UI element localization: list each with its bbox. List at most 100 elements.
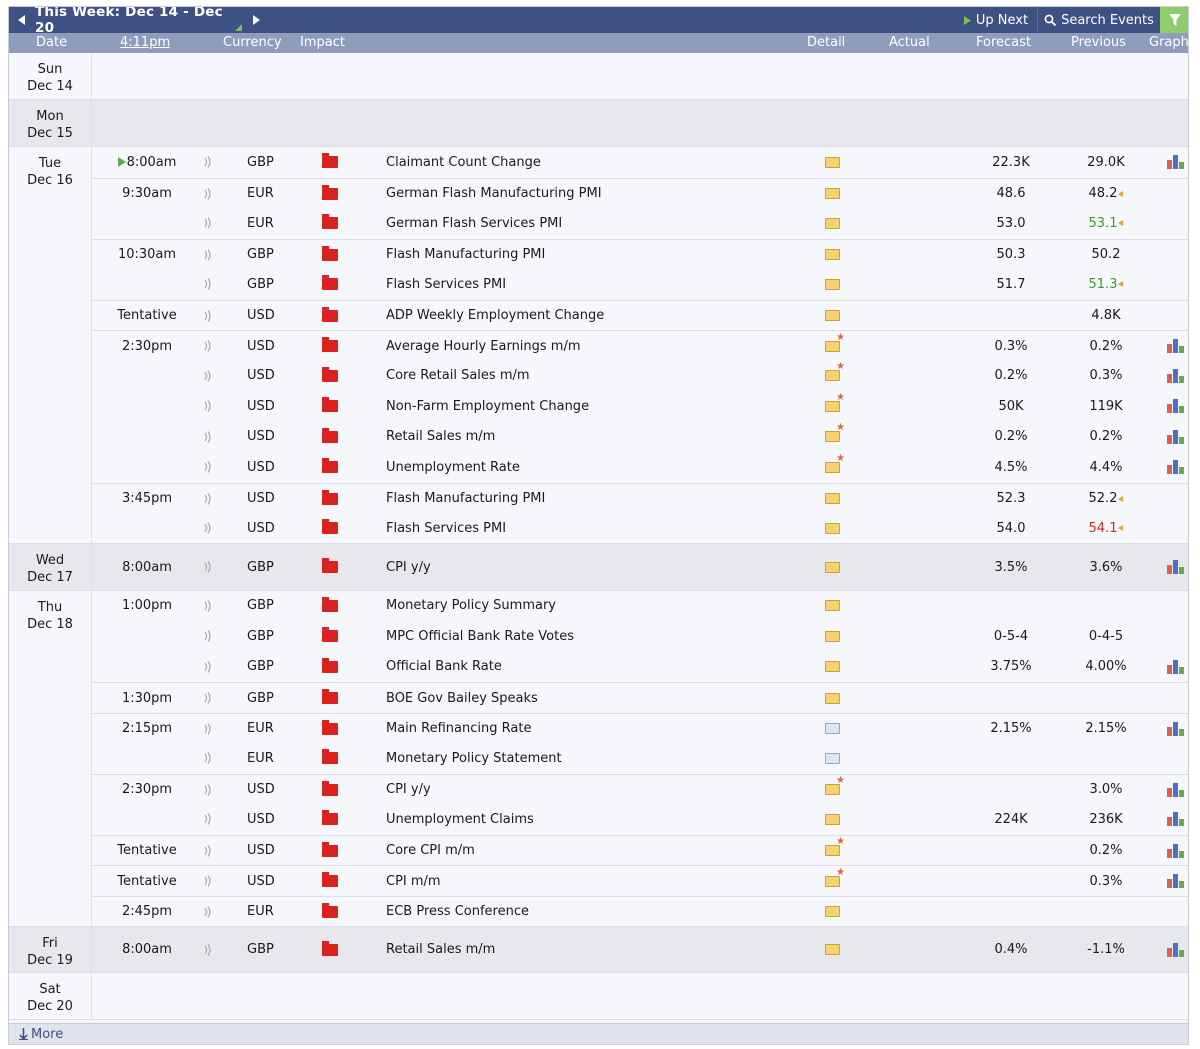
detail-button[interactable] bbox=[825, 484, 845, 515]
event-row[interactable]: 1:00pm GBP Monetary Policy Summary bbox=[92, 591, 1188, 622]
detail-button[interactable] bbox=[825, 208, 845, 239]
event-row[interactable]: Tentative USD CPI m/m 0.3% bbox=[92, 865, 1188, 896]
detail-button[interactable] bbox=[825, 866, 845, 897]
event-row[interactable]: 8:00am GBP CPI y/y 3.5% 3.6% bbox=[92, 552, 1188, 583]
graph-button[interactable] bbox=[1167, 452, 1187, 483]
detail-button[interactable] bbox=[825, 301, 845, 332]
detail-button[interactable] bbox=[825, 391, 845, 422]
detail-button[interactable] bbox=[825, 836, 845, 867]
sound-icon[interactable] bbox=[204, 361, 224, 392]
event-name[interactable]: ADP Weekly Employment Change bbox=[386, 301, 806, 332]
event-name[interactable]: Unemployment Rate bbox=[386, 452, 806, 483]
event-name[interactable]: Flash Manufacturing PMI bbox=[386, 484, 806, 515]
event-name[interactable]: German Flash Services PMI bbox=[386, 208, 806, 239]
graph-button[interactable] bbox=[1167, 652, 1187, 683]
sound-icon[interactable] bbox=[204, 240, 224, 271]
graph-button[interactable] bbox=[1167, 714, 1187, 745]
event-row[interactable]: 3:45pm USD Flash Manufacturing PMI 52.3 52.2 bbox=[92, 482, 1188, 515]
event-name[interactable]: CPI y/y bbox=[386, 552, 806, 583]
event-row[interactable]: 8:00am GBP Claimant Count Change 22.3K 29.0K bbox=[92, 147, 1188, 178]
previous-week-button[interactable] bbox=[9, 7, 35, 33]
sound-icon[interactable] bbox=[204, 422, 224, 453]
event-name[interactable]: Core Retail Sales m/m bbox=[386, 361, 806, 392]
detail-button[interactable] bbox=[825, 452, 845, 483]
detail-button[interactable] bbox=[825, 621, 845, 652]
event-name[interactable]: Unemployment Claims bbox=[386, 804, 806, 835]
detail-button[interactable] bbox=[825, 804, 845, 835]
event-row[interactable]: Tentative USD ADP Weekly Employment Change… bbox=[92, 299, 1188, 332]
sound-icon[interactable] bbox=[204, 743, 224, 774]
detail-button[interactable] bbox=[825, 179, 845, 210]
event-name[interactable]: Claimant Count Change bbox=[386, 147, 806, 178]
graph-button[interactable] bbox=[1167, 391, 1187, 422]
sound-icon[interactable] bbox=[204, 208, 224, 239]
event-row[interactable]: 1:30pm GBP BOE Gov Bailey Speaks bbox=[92, 682, 1188, 713]
search-events-button[interactable]: Search Events bbox=[1037, 7, 1160, 33]
sound-icon[interactable] bbox=[204, 513, 224, 544]
graph-button[interactable] bbox=[1167, 361, 1187, 392]
sound-icon[interactable] bbox=[204, 683, 224, 714]
event-row[interactable]: 2:45pm EUR ECB Press Conference bbox=[92, 895, 1188, 928]
detail-button[interactable] bbox=[825, 897, 845, 928]
event-row[interactable]: 2:15pm EUR Main Refinancing Rate 2.15% 2.15% bbox=[92, 712, 1188, 745]
sound-icon[interactable] bbox=[204, 804, 224, 835]
detail-button[interactable] bbox=[825, 652, 845, 683]
event-row[interactable]: USD Flash Services PMI 54.0 54.1 bbox=[92, 513, 1188, 544]
sound-icon[interactable] bbox=[204, 866, 224, 897]
event-row[interactable]: EUR Monetary Policy Statement bbox=[92, 743, 1188, 774]
more-link[interactable]: More bbox=[9, 1023, 1188, 1044]
sound-icon[interactable] bbox=[204, 836, 224, 867]
graph-button[interactable] bbox=[1167, 836, 1187, 867]
sound-icon[interactable] bbox=[204, 621, 224, 652]
sound-icon[interactable] bbox=[204, 897, 224, 928]
sound-icon[interactable] bbox=[204, 652, 224, 683]
detail-button[interactable] bbox=[825, 552, 845, 583]
graph-button[interactable] bbox=[1167, 147, 1187, 178]
detail-button[interactable] bbox=[825, 147, 845, 178]
sound-icon[interactable] bbox=[204, 935, 224, 966]
event-name[interactable]: Flash Manufacturing PMI bbox=[386, 240, 806, 271]
event-name[interactable]: MPC Official Bank Rate Votes bbox=[386, 621, 806, 652]
sound-icon[interactable] bbox=[204, 775, 224, 806]
event-name[interactable]: Flash Services PMI bbox=[386, 513, 806, 544]
event-row[interactable]: 2:30pm USD CPI y/y 3.0% bbox=[92, 773, 1188, 806]
event-name[interactable]: Flash Services PMI bbox=[386, 269, 806, 300]
sound-icon[interactable] bbox=[204, 301, 224, 332]
event-row[interactable]: 8:00am GBP Retail Sales m/m 0.4% -1.1% bbox=[92, 935, 1188, 966]
event-row[interactable]: USD Retail Sales m/m 0.2% 0.2% bbox=[92, 422, 1188, 453]
detail-button[interactable] bbox=[825, 269, 845, 300]
event-row[interactable]: GBP Official Bank Rate 3.75% 4.00% bbox=[92, 652, 1188, 683]
event-row[interactable]: USD Unemployment Rate 4.5% 4.4% bbox=[92, 452, 1188, 483]
detail-button[interactable] bbox=[825, 775, 845, 806]
event-name[interactable]: ECB Press Conference bbox=[386, 897, 806, 928]
sound-icon[interactable] bbox=[204, 714, 224, 745]
week-range-label[interactable]: This Week: Dec 14 - Dec 20 bbox=[35, 7, 244, 36]
sound-icon[interactable] bbox=[204, 552, 224, 583]
graph-button[interactable] bbox=[1167, 331, 1187, 362]
sound-icon[interactable] bbox=[204, 269, 224, 300]
filter-button[interactable] bbox=[1160, 7, 1188, 33]
event-name[interactable]: Monetary Policy Statement bbox=[386, 743, 806, 774]
event-row[interactable]: USD Non-Farm Employment Change 50K 119K bbox=[92, 391, 1188, 422]
detail-button[interactable] bbox=[825, 743, 845, 774]
graph-button[interactable] bbox=[1167, 935, 1187, 966]
sound-icon[interactable] bbox=[204, 147, 224, 178]
next-week-button[interactable] bbox=[244, 7, 270, 33]
event-row[interactable]: GBP MPC Official Bank Rate Votes 0-5-4 0-4-… bbox=[92, 621, 1188, 652]
event-row[interactable]: EUR German Flash Services PMI 53.0 53.1 bbox=[92, 208, 1188, 239]
detail-button[interactable] bbox=[825, 714, 845, 745]
detail-button[interactable] bbox=[825, 240, 845, 271]
event-name[interactable]: CPI m/m bbox=[386, 866, 806, 897]
detail-button[interactable] bbox=[825, 422, 845, 453]
event-name[interactable]: Non-Farm Employment Change bbox=[386, 391, 806, 422]
graph-button[interactable] bbox=[1167, 422, 1187, 453]
sound-icon[interactable] bbox=[204, 591, 224, 622]
sound-icon[interactable] bbox=[204, 331, 224, 362]
graph-button[interactable] bbox=[1167, 552, 1187, 583]
event-name[interactable]: Core CPI m/m bbox=[386, 836, 806, 867]
sound-icon[interactable] bbox=[204, 179, 224, 210]
event-row[interactable]: 2:30pm USD Average Hourly Earnings m/m 0.3%… bbox=[92, 330, 1188, 361]
current-time-link[interactable]: 4:11pm bbox=[120, 35, 171, 50]
sound-icon[interactable] bbox=[204, 391, 224, 422]
detail-button[interactable] bbox=[825, 935, 845, 966]
